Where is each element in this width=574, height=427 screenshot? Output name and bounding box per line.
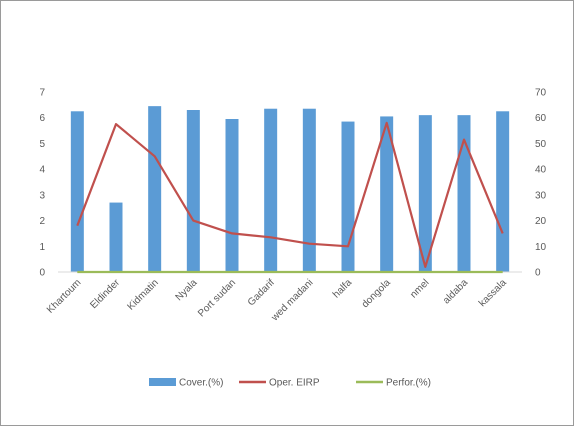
line-oper-eirp xyxy=(76,121,504,268)
y-right-tick-label: 60 xyxy=(535,113,547,124)
y-right-tick-label: 10 xyxy=(535,242,547,253)
y-left-tick-label: 7 xyxy=(39,88,45,99)
y-right-tick-label: 0 xyxy=(535,268,541,279)
y-right-tick-label: 20 xyxy=(535,216,547,227)
x-tick-label: aldaba xyxy=(441,277,470,306)
x-tick-label: Gadarif xyxy=(246,277,277,308)
legend-swatch-cover xyxy=(149,378,176,386)
y-left-tick-label: 1 xyxy=(39,242,45,253)
bar-cover xyxy=(302,108,316,272)
y-left-tick-label: 0 xyxy=(39,268,45,279)
bar-cover xyxy=(341,121,355,272)
bar-cover xyxy=(225,119,239,272)
bar-cover xyxy=(418,115,432,273)
bar-cover xyxy=(109,202,123,272)
x-tick-label: Kidmatin xyxy=(125,277,160,312)
y-left-tick-label: 5 xyxy=(39,139,45,150)
legend-label: Cover.(%) xyxy=(179,378,223,389)
bar-cover xyxy=(496,111,510,273)
y-left-tick-label: 3 xyxy=(39,190,45,201)
y-left-tick-label: 2 xyxy=(39,216,45,227)
x-tick-label: Khartoum xyxy=(45,277,83,315)
y-left-tick-label: 4 xyxy=(39,165,45,176)
legend-label: Oper. EIRP xyxy=(269,378,320,389)
y-right-tick-label: 40 xyxy=(535,165,547,176)
x-tick-label: halfa xyxy=(331,277,354,300)
y-right-tick-label: 30 xyxy=(535,190,547,201)
bar-cover xyxy=(186,110,200,272)
x-tick-label: Port sudan xyxy=(196,277,238,319)
bar-cover xyxy=(457,115,471,273)
x-tick-label: kassala xyxy=(477,277,509,309)
y-right-tick-label: 50 xyxy=(535,139,547,150)
x-tick-label: Eldinder xyxy=(88,277,122,311)
bar-cover xyxy=(264,108,278,272)
x-tick-label: Nyala xyxy=(174,277,200,303)
bar-cover xyxy=(70,111,84,273)
y-left-tick-label: 6 xyxy=(39,113,45,124)
bar-cover xyxy=(380,116,394,272)
y-right-tick-label: 70 xyxy=(535,88,547,99)
legend-label: Perfor.(%) xyxy=(386,378,431,389)
bar-cover xyxy=(148,106,162,273)
x-tick-label: nmel xyxy=(408,277,431,300)
x-tick-label: dongola xyxy=(360,277,393,310)
